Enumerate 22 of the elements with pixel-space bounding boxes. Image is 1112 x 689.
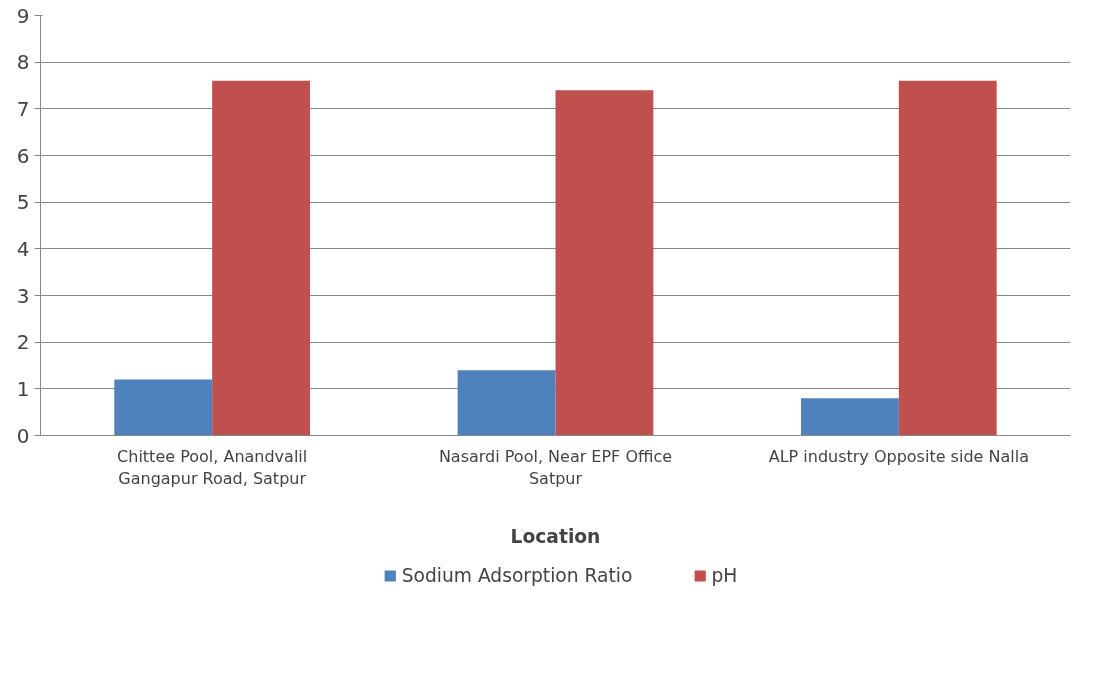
y-tick-label: 8 (16, 50, 30, 75)
bar (898, 80, 997, 436)
y-tick-label: 3 (16, 283, 30, 308)
y-tick-label: 0 (16, 423, 30, 448)
legend-label: pH (711, 564, 738, 586)
x-tick-label: ALP industry Opposite side Nalla (768, 446, 1029, 466)
x-tick-label: Chittee Pool, Anandvalil Gangapur Road, Satpur (117, 446, 308, 489)
x-axis-title: Location (510, 526, 601, 548)
y-tick-label: 6 (16, 143, 30, 168)
y-tick-label: 9 (16, 3, 30, 28)
y-tick-label: 7 (16, 96, 30, 121)
x-tick-label: Nasardi Pool, Near EPF Office Satpur (438, 446, 673, 489)
y-tick-label: 5 (16, 190, 30, 215)
y-tick-label: 1 (16, 376, 30, 401)
bar (212, 80, 311, 436)
bar (555, 90, 654, 436)
bar (114, 379, 213, 436)
bar (457, 370, 556, 436)
legend-label: Sodium Adsorption Ratio (401, 564, 633, 586)
y-tick-label: 4 (16, 236, 30, 261)
y-tick-label: 2 (16, 330, 30, 355)
bar (800, 398, 899, 436)
